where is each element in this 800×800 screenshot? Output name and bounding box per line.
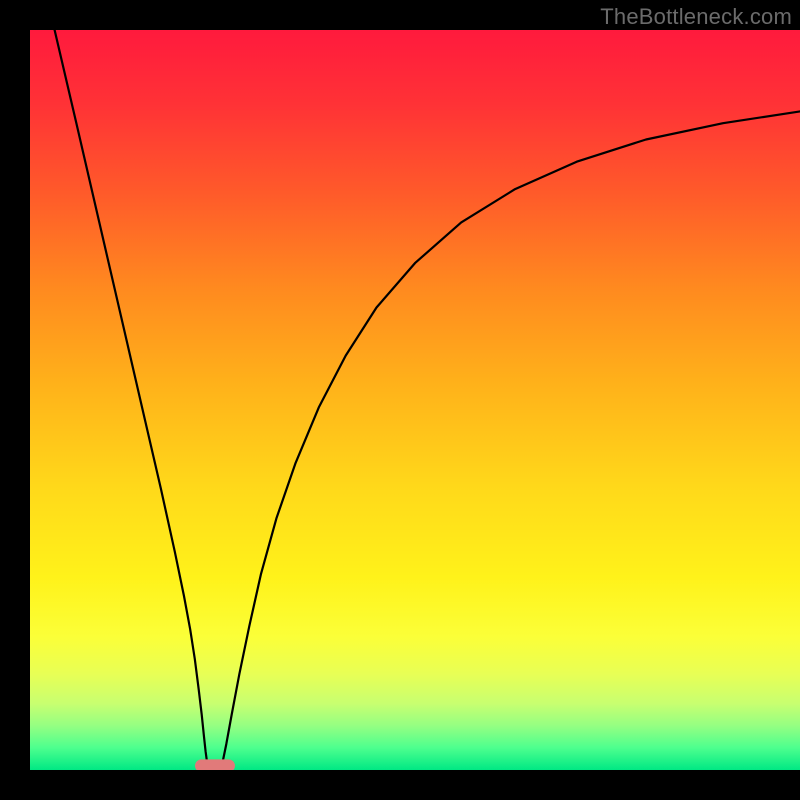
optimal-point-marker — [195, 759, 235, 770]
source-watermark: TheBottleneck.com — [600, 4, 792, 30]
bottleneck-curve — [30, 30, 800, 770]
chart-stage: TheBottleneck.com — [0, 0, 800, 800]
curve-right-branch — [223, 111, 800, 762]
plot-area — [30, 30, 800, 770]
curve-left-branch — [55, 30, 208, 763]
